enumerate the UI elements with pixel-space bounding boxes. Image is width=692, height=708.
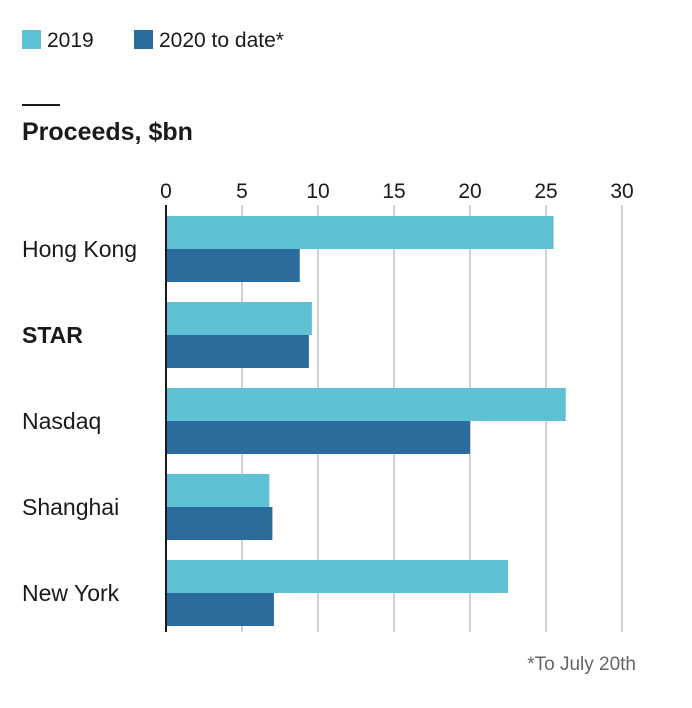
footnote: *To July 20th [527,654,636,675]
legend-label-0: 2019 [47,29,94,52]
chart-title: Proceeds, $bn [22,118,193,146]
x-tick-label-0: 0 [160,180,172,203]
bar-star-2020-to-date- [166,335,309,368]
bar-hong-kong-2020-to-date- [166,249,300,282]
bar-new-york-2019 [166,560,508,593]
bar-nasdaq-2020-to-date- [166,421,470,454]
category-label-star: STAR [22,322,83,348]
legend-swatch-0 [22,30,41,49]
legend-swatch-1 [134,30,153,49]
category-label-shanghai: Shanghai [22,494,119,520]
x-tick-label-30: 30 [610,180,633,203]
x-tick-label-20: 20 [458,180,481,203]
category-label-new-york: New York [22,580,120,606]
title-rule [22,104,60,106]
bar-shanghai-2019 [166,474,270,507]
bar-new-york-2020-to-date- [166,593,274,626]
category-label-nasdaq: Nasdaq [22,408,101,434]
x-tick-label-15: 15 [382,180,405,203]
bar-nasdaq-2019 [166,388,566,421]
bar-shanghai-2020-to-date- [166,507,273,540]
bars [166,216,566,626]
bar-hong-kong-2019 [166,216,554,249]
x-tick-label-5: 5 [236,180,248,203]
category-label-hong-kong: Hong Kong [22,236,137,262]
legend: 2019 2020 to date* [22,29,284,52]
x-axis-ticks: 0 5 10 15 20 25 30 [160,180,634,203]
bar-star-2019 [166,302,312,335]
x-tick-label-25: 25 [534,180,557,203]
x-tick-label-10: 10 [306,180,329,203]
category-labels: Hong Kong STAR Nasdaq Shanghai New York [22,236,137,606]
legend-label-1: 2020 to date* [159,29,284,52]
